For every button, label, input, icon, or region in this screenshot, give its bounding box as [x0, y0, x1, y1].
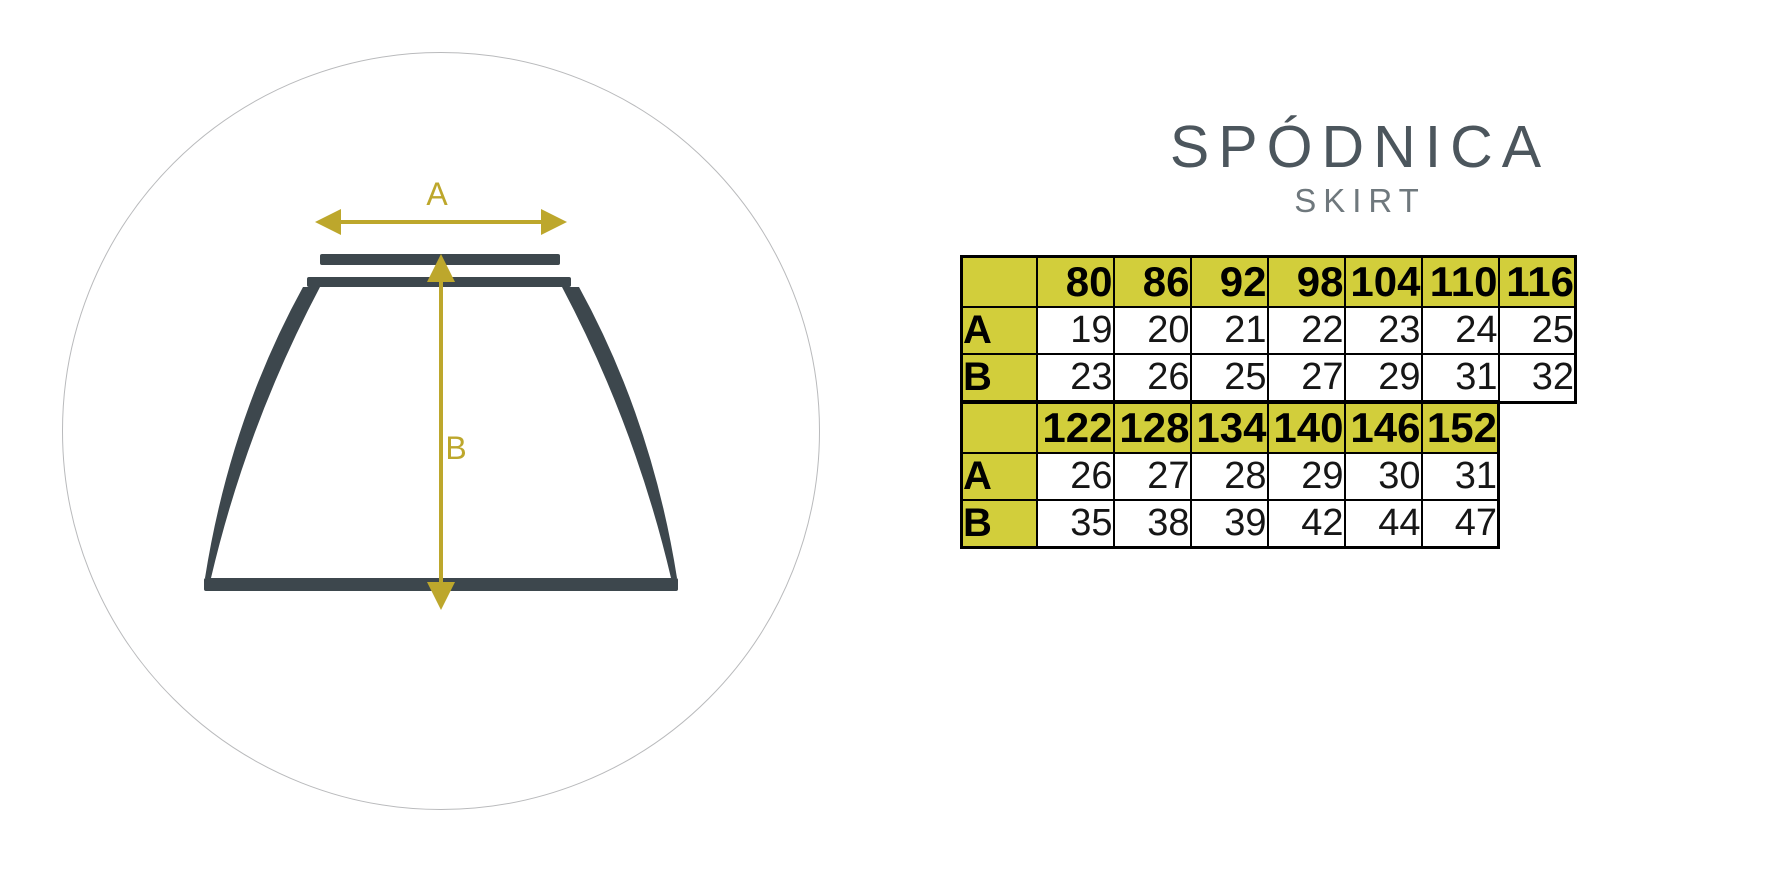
- measurement-row: B 35 38 39 42 44 47: [960, 499, 1576, 549]
- diagram-circle: [62, 52, 820, 810]
- row-label-cell: B: [960, 353, 1038, 404]
- size-header-cell: 98: [1266, 255, 1346, 308]
- length-arrow-up-head: [427, 254, 455, 282]
- value-cell: 32: [1497, 353, 1577, 404]
- value-cell: 22: [1266, 306, 1346, 355]
- value-cell: 23: [1035, 353, 1115, 404]
- size-header-cell: 122: [1035, 400, 1115, 454]
- size-header-cell: 104: [1343, 255, 1423, 308]
- value-cell: 26: [1112, 353, 1192, 404]
- value-cell: 35: [1035, 499, 1115, 549]
- length-arrow-down-head: [427, 582, 455, 610]
- measure-label-b: B: [445, 430, 467, 466]
- measure-label-a: A: [426, 176, 448, 212]
- value-cell: 25: [1497, 306, 1577, 355]
- title-block: SPÓDNICA SKIRT: [1060, 116, 1660, 218]
- row-label-cell: A: [960, 306, 1038, 355]
- corner-cell: [960, 400, 1038, 454]
- size-table: 80 86 92 98 104 110 116 A 19 20 21 22 23 24 25 B 23 26 25 2…: [960, 255, 1577, 549]
- width-arrow-right-head: [541, 209, 567, 235]
- size-header-cell: 128: [1112, 400, 1192, 454]
- value-cell: 31: [1420, 452, 1500, 501]
- value-cell: 26: [1035, 452, 1115, 501]
- size-header-cell: 86: [1112, 255, 1192, 308]
- value-cell: 29: [1266, 452, 1346, 501]
- size-header-row: 122 128 134 140 146 152: [960, 400, 1576, 454]
- empty-cell: [1499, 453, 1576, 500]
- skirt-left-side-curve: [205, 287, 320, 578]
- value-cell: 27: [1112, 452, 1192, 501]
- value-cell: 25: [1189, 353, 1269, 404]
- width-arrow-left-head: [315, 209, 341, 235]
- corner-cell: [960, 255, 1038, 308]
- value-cell: 27: [1266, 353, 1346, 404]
- empty-cell: [1499, 500, 1576, 548]
- value-cell: 39: [1189, 499, 1269, 549]
- size-header-cell: 80: [1035, 255, 1115, 308]
- value-cell: 21: [1189, 306, 1269, 355]
- measurement-row: B 23 26 25 27 29 31 32: [960, 353, 1577, 404]
- size-header-cell: 146: [1343, 400, 1423, 454]
- value-cell: 23: [1343, 306, 1423, 355]
- value-cell: 42: [1266, 499, 1346, 549]
- value-cell: 31: [1420, 353, 1500, 404]
- skirt-diagram: [204, 209, 678, 610]
- row-label-cell: A: [960, 452, 1038, 501]
- value-cell: 19: [1035, 306, 1115, 355]
- measurement-row: A 19 20 21 22 23 24 25: [960, 306, 1577, 355]
- value-cell: 20: [1112, 306, 1192, 355]
- value-cell: 47: [1420, 499, 1500, 549]
- size-header-cell: 152: [1420, 400, 1500, 454]
- size-header-cell: 140: [1266, 400, 1346, 454]
- value-cell: 38: [1112, 499, 1192, 549]
- size-header-cell: 134: [1189, 400, 1269, 454]
- value-cell: 28: [1189, 452, 1269, 501]
- skirt-right-side-curve: [562, 287, 677, 578]
- size-header-cell: 92: [1189, 255, 1269, 308]
- value-cell: 29: [1343, 353, 1423, 404]
- size-header-cell: 110: [1420, 255, 1500, 308]
- measurement-row: A 26 27 28 29 30 31: [960, 452, 1576, 501]
- value-cell: 24: [1420, 306, 1500, 355]
- product-subtitle: SKIRT: [1294, 182, 1426, 219]
- row-label-cell: B: [960, 499, 1038, 549]
- value-cell: 30: [1343, 452, 1423, 501]
- product-title: SPÓDNICA: [1169, 114, 1551, 180]
- size-header-cell: 116: [1497, 255, 1577, 308]
- size-header-row: 80 86 92 98 104 110 116: [960, 255, 1577, 308]
- empty-cell: [1499, 402, 1576, 453]
- value-cell: 44: [1343, 499, 1423, 549]
